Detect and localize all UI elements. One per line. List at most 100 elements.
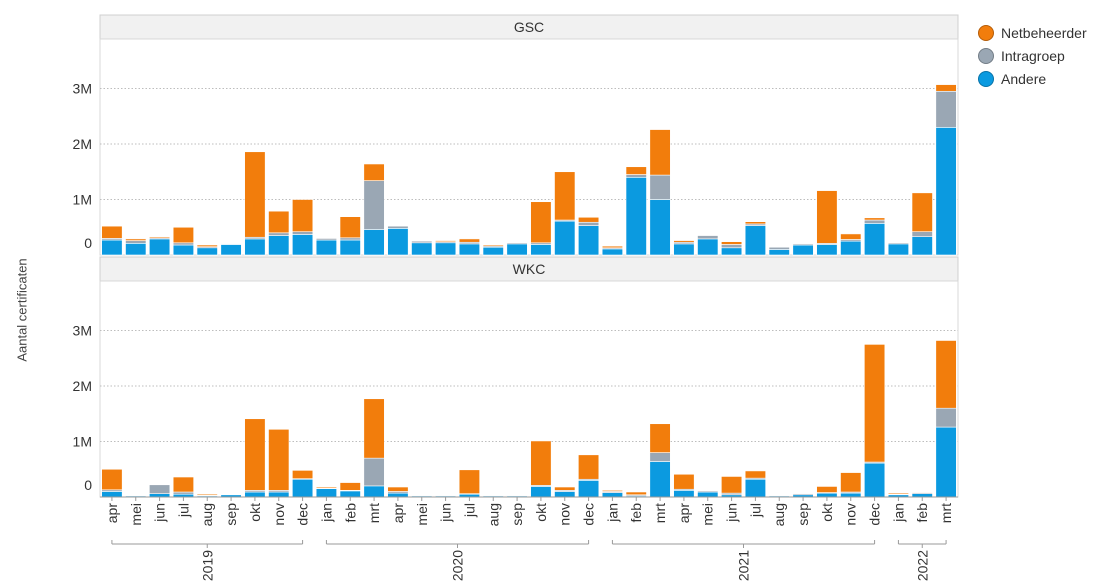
y-axis-label: Aantal certificaten <box>14 258 30 362</box>
bar-gsc-andere <box>935 127 957 256</box>
panel-header-wkc <box>99 256 959 282</box>
bar-wkc-netbeheerder <box>935 340 957 409</box>
bar-gsc-netbeheerder <box>935 84 957 92</box>
bar-gsc-intragroep <box>935 90 957 128</box>
bar-wkc-andere <box>578 480 600 498</box>
y-tick-label: 1M <box>73 192 92 208</box>
bar-gsc-netbeheerder <box>601 245 623 249</box>
x-tick-label: sep <box>223 503 239 526</box>
bar-wkc-andere <box>339 490 361 498</box>
x-tick-label: jan <box>604 503 620 523</box>
bar-gsc-netbeheerder <box>435 240 457 242</box>
legend-item-intragroep: Intragroep <box>978 45 1087 67</box>
bar-gsc-andere <box>840 240 862 256</box>
bar-gsc-netbeheerder <box>244 151 266 238</box>
bar-wkc-netbeheerder <box>721 476 743 494</box>
bar-wkc-andere <box>363 485 385 498</box>
x-tick-label: jul <box>461 503 477 518</box>
bar-wkc-intragroep <box>649 452 671 462</box>
bar-gsc-netbeheerder <box>744 221 766 225</box>
bar-gsc-andere <box>554 220 576 256</box>
bar-wkc-netbeheerder <box>601 490 623 492</box>
bar-wkc-andere <box>935 426 957 498</box>
bar-wkc-netbeheerder <box>864 344 886 463</box>
x-tick-label: mrt <box>652 503 668 523</box>
bar-gsc-andere <box>244 238 266 256</box>
legend-item-netbeheerder: Netbeheerder <box>978 22 1087 44</box>
bar-wkc-andere <box>816 492 838 498</box>
bar-gsc-andere <box>101 239 123 256</box>
bar-gsc-intragroep <box>649 174 671 200</box>
x-tick-label: aug <box>485 503 501 526</box>
y-tick-label: 0 <box>84 235 92 251</box>
x-tick-label: dec <box>295 503 311 526</box>
bar-gsc-andere <box>339 239 361 256</box>
bar-gsc-intragroep <box>268 232 290 236</box>
legend-swatch <box>978 71 994 87</box>
bar-gsc-andere <box>363 229 385 256</box>
x-tick-label: jun <box>438 503 454 523</box>
bar-wkc-andere <box>292 478 314 498</box>
bar-wkc-andere <box>244 491 266 498</box>
bar-gsc-netbeheerder <box>268 210 290 234</box>
x-tick-label: feb <box>914 503 930 523</box>
bar-wkc-andere <box>387 492 409 498</box>
bar-gsc-netbeheerder <box>816 190 838 244</box>
bar-gsc-intragroep <box>363 180 385 230</box>
bar-wkc-netbeheerder <box>578 454 600 480</box>
bar-gsc-andere <box>482 246 504 256</box>
bar-gsc-netbeheerder <box>363 163 385 181</box>
bar-wkc-netbeheerder <box>196 493 218 496</box>
x-tick-label: apr <box>104 503 120 524</box>
bar-gsc-netbeheerder <box>315 237 337 239</box>
bar-gsc-andere <box>911 236 933 256</box>
bar-gsc-andere <box>816 244 838 256</box>
x-tick-label: nov <box>557 503 573 526</box>
bar-wkc-intragroep <box>697 490 719 493</box>
x-tick-label: jul <box>175 503 191 518</box>
bar-wkc-netbeheerder <box>458 469 480 494</box>
bar-wkc-intragroep <box>506 495 528 497</box>
bar-wkc-netbeheerder <box>649 423 671 453</box>
bar-gsc-andere <box>673 243 695 256</box>
bar-gsc-intragroep <box>864 219 886 224</box>
x-tick-label: feb <box>342 503 358 523</box>
x-tick-label: sep <box>509 503 525 526</box>
panel-header-gsc <box>99 14 959 40</box>
x-tick-label: dec <box>867 503 883 526</box>
bar-gsc-netbeheerder <box>840 233 862 240</box>
bar-wkc-intragroep <box>935 407 957 428</box>
panel-title: GSC <box>514 19 544 35</box>
legend-swatch <box>978 25 994 41</box>
x-tick-label: jan <box>318 503 334 523</box>
bar-gsc-andere <box>125 243 147 256</box>
bar-gsc-intragroep <box>172 242 194 246</box>
bar-gsc-andere <box>721 247 743 256</box>
bar-gsc-intragroep <box>578 221 600 226</box>
bar-gsc-intragroep <box>721 244 743 249</box>
bar-wkc-intragroep <box>768 495 790 497</box>
legend-label: Andere <box>1001 71 1047 87</box>
bar-wkc-andere <box>744 478 766 498</box>
bar-gsc-andere <box>149 238 171 256</box>
bar-gsc-intragroep <box>387 225 409 229</box>
x-tick-label: nov <box>271 503 287 526</box>
bar-gsc-netbeheerder <box>458 238 480 243</box>
bar-wkc-netbeheerder <box>554 486 576 491</box>
bar-gsc-andere <box>435 242 457 256</box>
bar-wkc-netbeheerder <box>101 468 123 491</box>
bar-gsc-intragroep <box>911 231 933 237</box>
bar-gsc-netbeheerder <box>649 129 671 176</box>
bar-gsc-andere <box>744 225 766 256</box>
bar-wkc-andere <box>601 492 623 498</box>
bar-gsc-andere <box>887 243 909 256</box>
bar-gsc-netbeheerder <box>101 225 123 239</box>
bar-wkc-andere <box>673 490 695 498</box>
bar-gsc-andere <box>268 235 290 256</box>
legend-swatch <box>978 48 994 64</box>
bar-gsc-andere <box>864 223 886 256</box>
bar-gsc-intragroep <box>125 240 147 244</box>
bar-gsc-intragroep <box>697 235 719 240</box>
x-tick-label: mrt <box>938 503 954 523</box>
bar-gsc-andere <box>601 248 623 256</box>
